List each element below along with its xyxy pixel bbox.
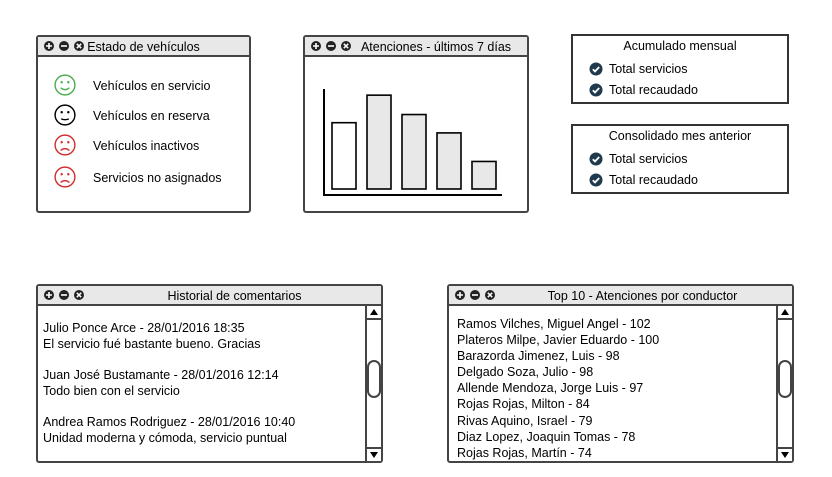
top10-list[interactable]: Ramos Vilches, Miguel Angel - 102 Platero… (457, 316, 774, 461)
close-icon[interactable] (341, 41, 351, 51)
status-row: Servicios no asignados (54, 165, 222, 191)
list-item: Ramos Vilches, Miguel Angel - 102 (457, 317, 651, 331)
summary-item: Total servicios (589, 152, 688, 166)
summary-item-label: Total servicios (609, 152, 688, 166)
check-circle-icon (589, 173, 603, 187)
close-icon[interactable] (74, 41, 84, 51)
comment-text: Unidad moderna y cómoda, servicio puntua… (43, 431, 287, 445)
list-item: Delgado Soza, Julio - 98 (457, 365, 594, 380)
attentions-window: Atenciones - últimos 7 días (303, 35, 529, 213)
monthly-summary-panel: Acumulado mensual Total servicios Total r… (571, 34, 789, 104)
maximize-icon[interactable] (44, 41, 54, 51)
comment-text: Todo bien con el servicio (43, 384, 180, 398)
status-label: Vehículos en reserva (93, 109, 210, 123)
bar (401, 113, 427, 190)
comments-list[interactable]: Julio Ponce Arce - 28/01/2016 18:35 El se… (43, 320, 363, 461)
close-icon[interactable] (74, 290, 84, 300)
bar (331, 121, 357, 190)
check-circle-icon (589, 152, 603, 166)
check-circle-icon (589, 62, 603, 76)
scroll-up-button[interactable] (778, 306, 792, 320)
list-item: Rojas Rojas, Milton - 84 (457, 397, 590, 412)
scroll-up-button[interactable] (367, 306, 381, 320)
summary-item: Total recaudado (589, 83, 698, 97)
vehicle-status-titlebar: Estado de vehículos (38, 37, 249, 57)
minimize-icon[interactable] (470, 290, 480, 300)
sad-face-icon (54, 165, 76, 191)
summary-item-label: Total servicios (609, 62, 688, 76)
window-title: Estado de vehículos (87, 40, 200, 54)
attentions-titlebar: Atenciones - últimos 7 días (305, 37, 527, 57)
status-row: Vehículos en reserva (54, 103, 210, 129)
scrollbar[interactable] (365, 306, 381, 461)
sad-face-icon (54, 133, 76, 159)
maximize-icon[interactable] (311, 41, 321, 51)
attentions-bar-chart (323, 89, 502, 196)
smile-icon (54, 73, 76, 99)
summary-item: Total recaudado (589, 173, 698, 187)
panel-title: Acumulado mensual (623, 39, 737, 53)
bar (471, 160, 497, 190)
bar (436, 132, 462, 190)
comment-header: Julio Ponce Arce - 28/01/2016 18:35 (43, 321, 245, 335)
minimize-icon[interactable] (59, 290, 69, 300)
window-title: Historial de comentarios (167, 289, 302, 303)
comment-header: Andrea Ramos Rodriguez - 28/01/2016 10:4… (43, 415, 296, 429)
summary-item-label: Total recaudado (609, 173, 698, 187)
scroll-down-button[interactable] (367, 447, 381, 461)
panel-title: Consolidado mes anterior (608, 129, 752, 143)
scrollbar[interactable] (776, 306, 792, 461)
neutral-face-icon (54, 103, 76, 129)
close-icon[interactable] (485, 290, 495, 300)
status-row: Vehículos en servicio (54, 73, 211, 99)
window-title: Atenciones - últimos 7 días (360, 40, 512, 54)
comment-item: Andrea Ramos Rodriguez - 28/01/2016 10:4… (43, 414, 363, 446)
check-circle-icon (589, 83, 603, 97)
minimize-icon[interactable] (59, 41, 69, 51)
top10-titlebar: Top 10 - Atenciones por conductor (449, 286, 792, 306)
comments-titlebar: Historial de comentarios (38, 286, 381, 306)
minimize-icon[interactable] (326, 41, 336, 51)
scroll-thumb[interactable] (367, 360, 381, 398)
vehicle-status-window: Estado de vehículos Vehículos en servici… (36, 35, 251, 213)
comment-item: Juan José Bustamante - 28/01/2016 12:14 T… (43, 367, 363, 399)
maximize-icon[interactable] (455, 290, 465, 300)
status-label: Vehículos en servicio (93, 79, 211, 93)
comment-header: Juan José Bustamante - 28/01/2016 12:14 (43, 368, 279, 382)
previous-month-panel: Consolidado mes anterior Total servicios… (571, 124, 789, 194)
list-item: Allende Mendoza, Jorge Luis - 97 (457, 381, 644, 396)
list-item: Rojas Rojas, Martín - 74 (457, 445, 592, 460)
summary-item-label: Total recaudado (609, 83, 698, 97)
scroll-down-button[interactable] (778, 447, 792, 461)
status-label: Vehículos inactivos (93, 139, 200, 153)
status-row: Vehículos inactivos (54, 133, 200, 159)
list-item: Plateros Milpe, Javier Eduardo - 100 (457, 333, 660, 348)
comment-item: Julio Ponce Arce - 28/01/2016 18:35 El se… (43, 320, 363, 352)
comments-window: Historial de comentarios Julio Ponce Arc… (36, 284, 383, 463)
summary-item: Total servicios (589, 62, 688, 76)
list-item: Barazorda Jimenez, Luis - 98 (457, 349, 620, 364)
comment-text: El servicio fué bastante bueno. Gracias (43, 337, 261, 351)
status-label: Servicios no asignados (93, 171, 222, 185)
scroll-thumb[interactable] (778, 360, 792, 398)
list-item: Diaz Lopez, Joaquin Tomas - 78 (457, 429, 636, 444)
maximize-icon[interactable] (44, 290, 54, 300)
top10-window: Top 10 - Atenciones por conductor Ramos … (447, 284, 794, 463)
list-item: Rivas Aquino, Israel - 79 (457, 413, 593, 428)
window-title: Top 10 - Atenciones por conductor (547, 289, 738, 303)
bar (366, 94, 392, 190)
